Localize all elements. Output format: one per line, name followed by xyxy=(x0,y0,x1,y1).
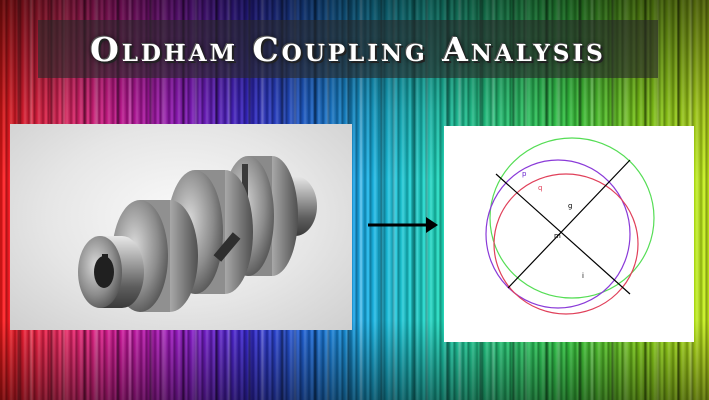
diagonal-line-1 xyxy=(495,173,631,295)
analysis-geometry: p q g m i xyxy=(485,137,655,315)
label-q: q xyxy=(538,184,542,192)
oldham-coupling-illustration xyxy=(78,156,317,312)
purple-circle xyxy=(485,159,631,309)
label-m: m xyxy=(554,232,561,240)
right-arrow-icon xyxy=(366,215,440,235)
red-circle xyxy=(493,173,639,315)
diagonal-line-2 xyxy=(507,159,631,289)
label-i: i xyxy=(582,272,584,280)
label-g: g xyxy=(568,202,572,210)
label-p: p xyxy=(522,170,527,178)
coupling-analysis-diagram: p q g m i xyxy=(444,126,694,342)
coupling-render-image xyxy=(10,124,352,330)
page-title: Oldham Coupling Analysis xyxy=(90,29,606,69)
green-circle xyxy=(489,137,655,299)
title-banner: Oldham Coupling Analysis xyxy=(38,20,658,78)
